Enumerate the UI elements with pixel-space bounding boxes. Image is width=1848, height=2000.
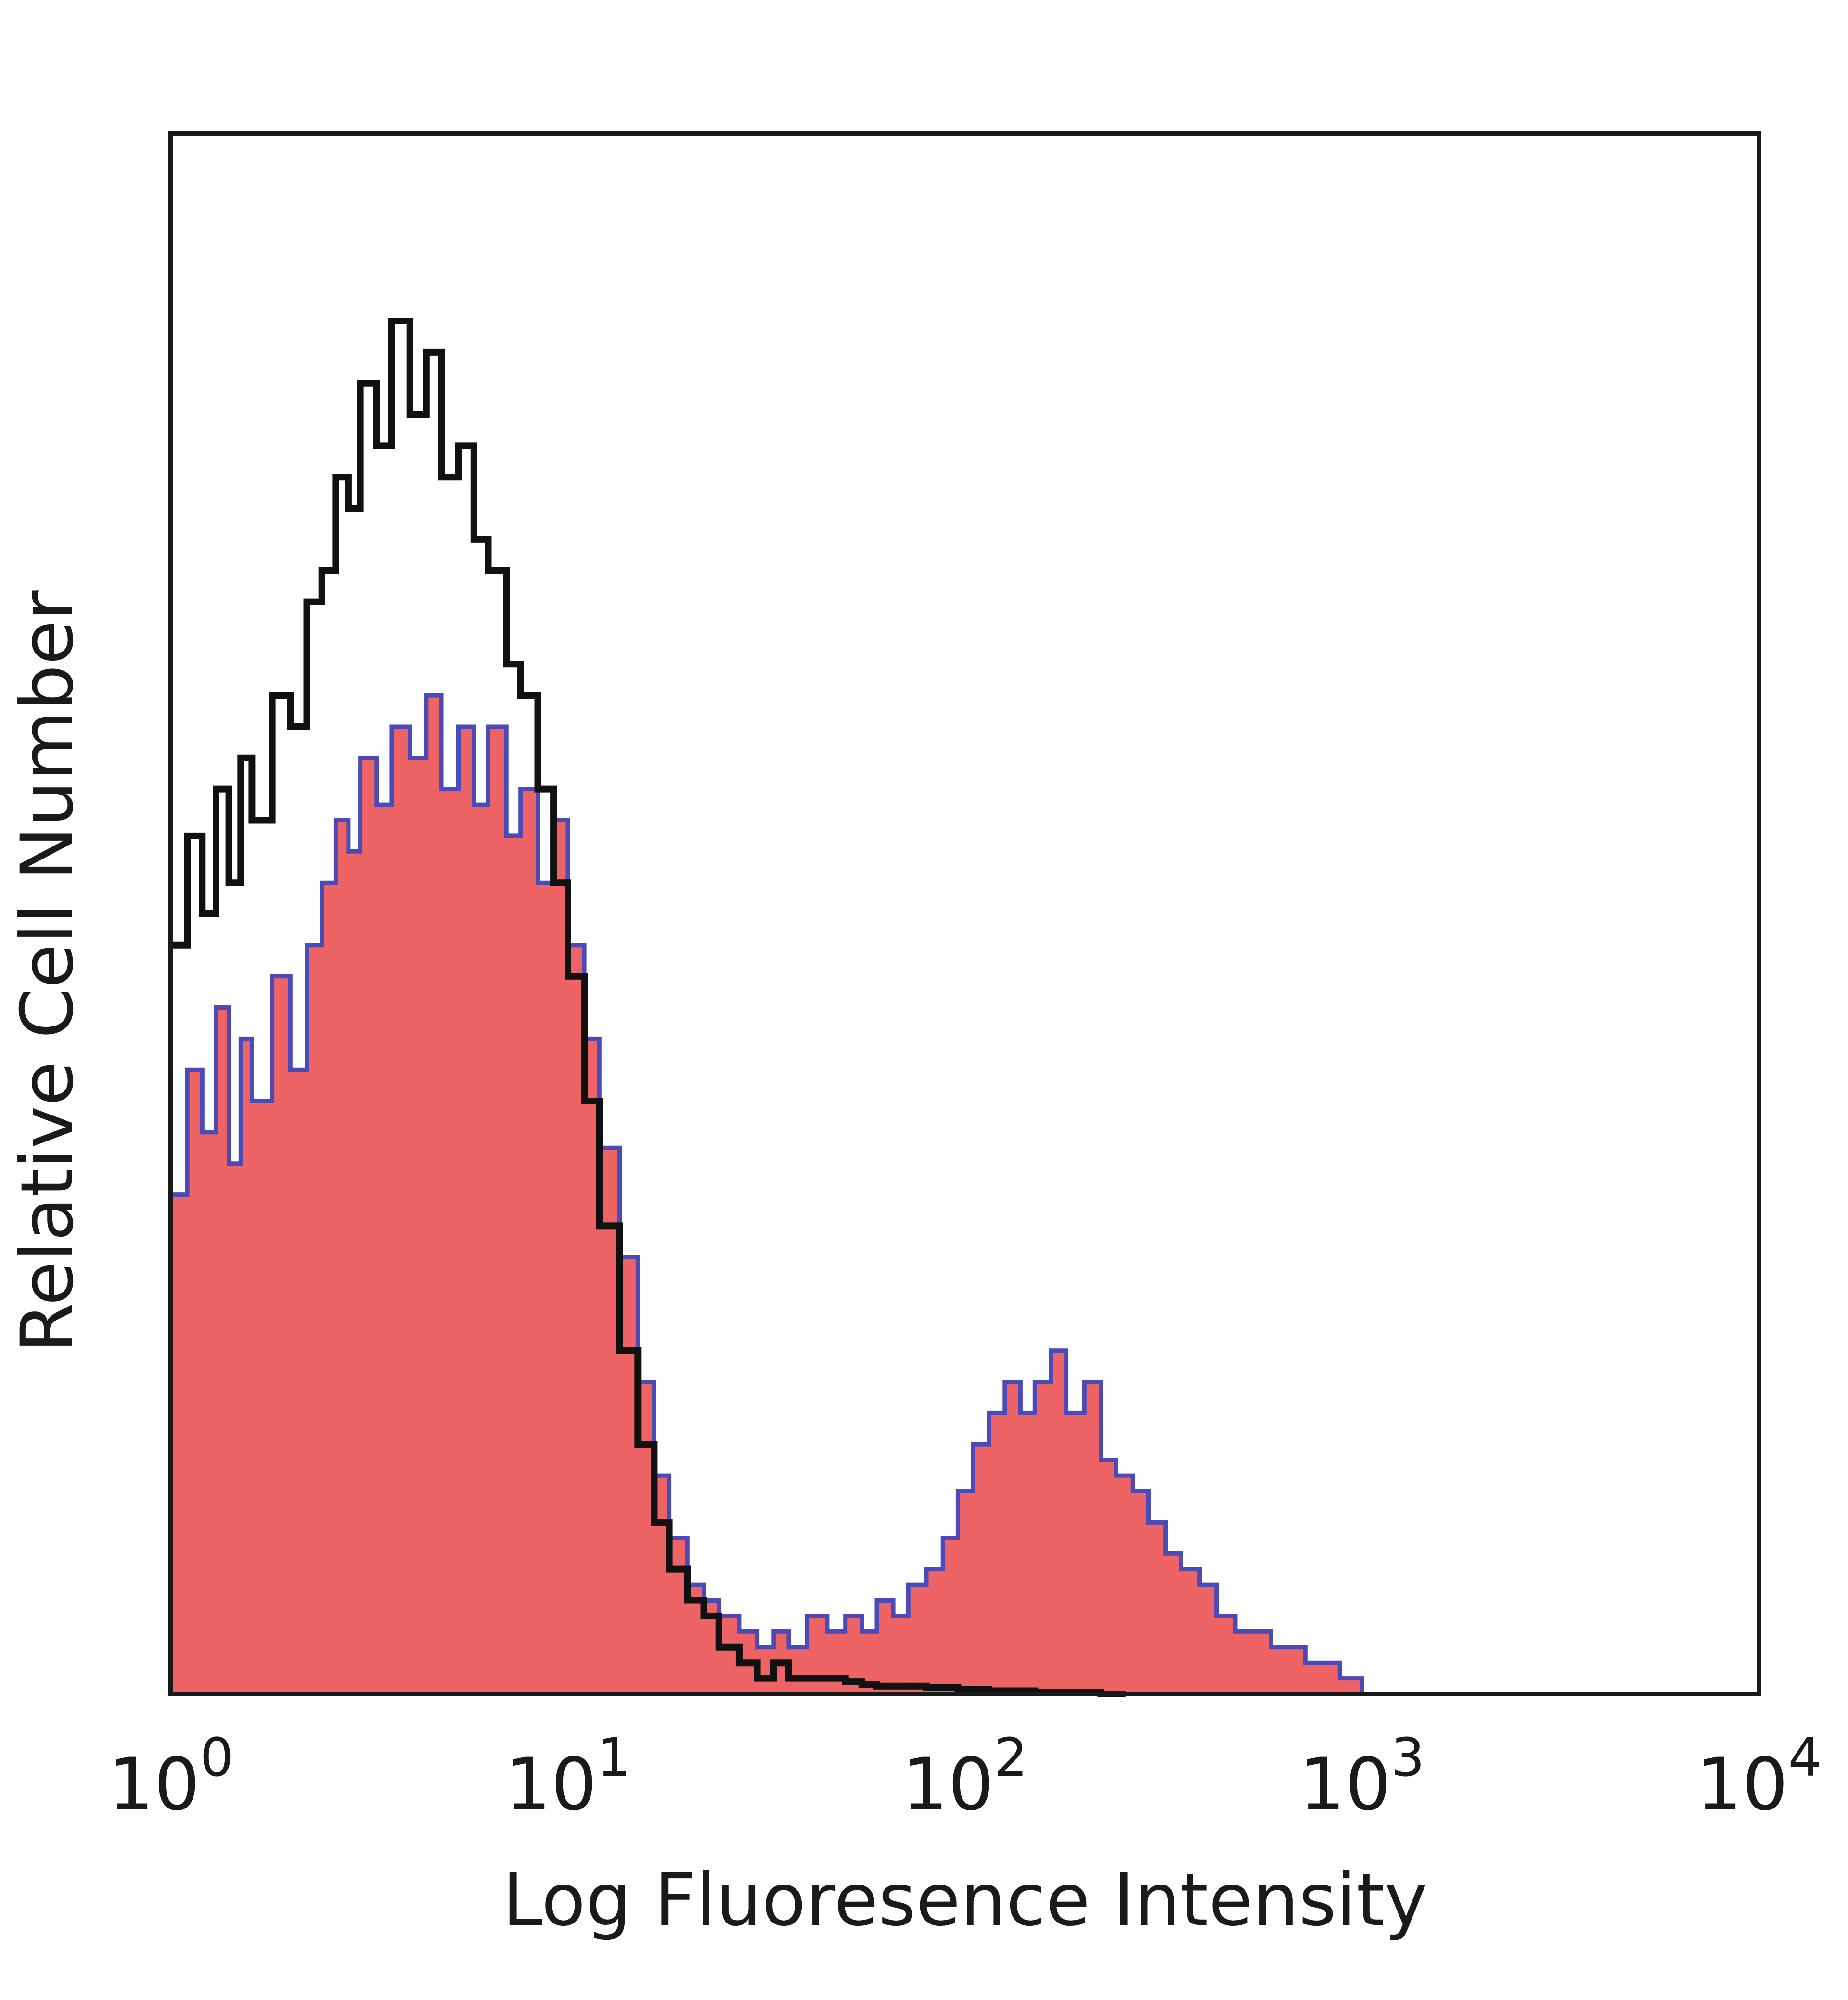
series-0-area: [171, 695, 1372, 1694]
y-axis-title: Relative Cell Number: [6, 590, 90, 1353]
x-tick-labels: 100 101 102 103 104: [108, 1727, 1822, 1827]
series-0-outline: [171, 693, 1372, 1696]
x-axis-title: Log Fluoresence Intensity: [502, 1859, 1427, 1942]
plot-area: [171, 318, 1372, 1697]
x-tick-label: 101: [505, 1727, 631, 1827]
series-1-line: [171, 318, 1126, 1697]
x-tick-label: 104: [1696, 1727, 1822, 1827]
x-tick-label: 103: [1299, 1727, 1425, 1827]
plot-frame: [168, 131, 1761, 1696]
x-tick-label: 100: [108, 1727, 234, 1827]
x-tick-label: 102: [902, 1727, 1028, 1827]
